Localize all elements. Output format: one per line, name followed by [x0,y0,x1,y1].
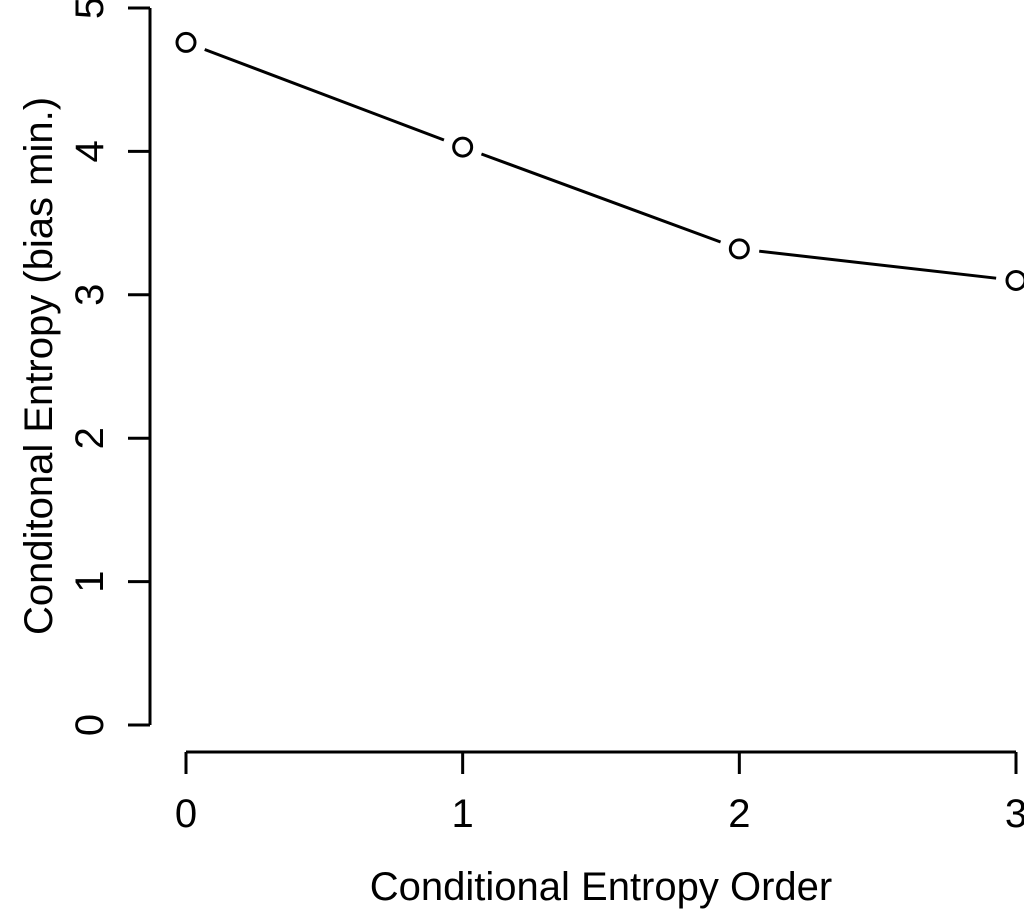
data-point [1005,269,1024,291]
y-tick-label: 5 [68,0,112,19]
x-axis-title: Conditional Entropy Order [370,865,832,909]
series-segment [759,249,997,280]
series-segment [480,152,722,244]
data-point [452,136,474,158]
x-tick-label: 0 [175,792,197,836]
axes-layer: 0 1 2 3 4 5 0 1 2 3 [68,0,1024,836]
y-axis-title: Conditonal Entropy (bias min.) [17,97,61,635]
x-tick-label: 3 [1005,792,1024,836]
data-point [175,31,197,53]
data-point [728,238,750,260]
y-tick-label: 1 [68,570,112,592]
y-tick-label: 4 [68,140,112,162]
x-tick-label: 2 [728,792,750,836]
series-segment [204,48,445,142]
y-tick-label: 0 [68,714,112,736]
y-tick-label: 2 [68,427,112,449]
x-tick-label: 1 [452,792,474,836]
y-tick-label: 3 [68,284,112,306]
data-series-layer [175,31,1024,291]
